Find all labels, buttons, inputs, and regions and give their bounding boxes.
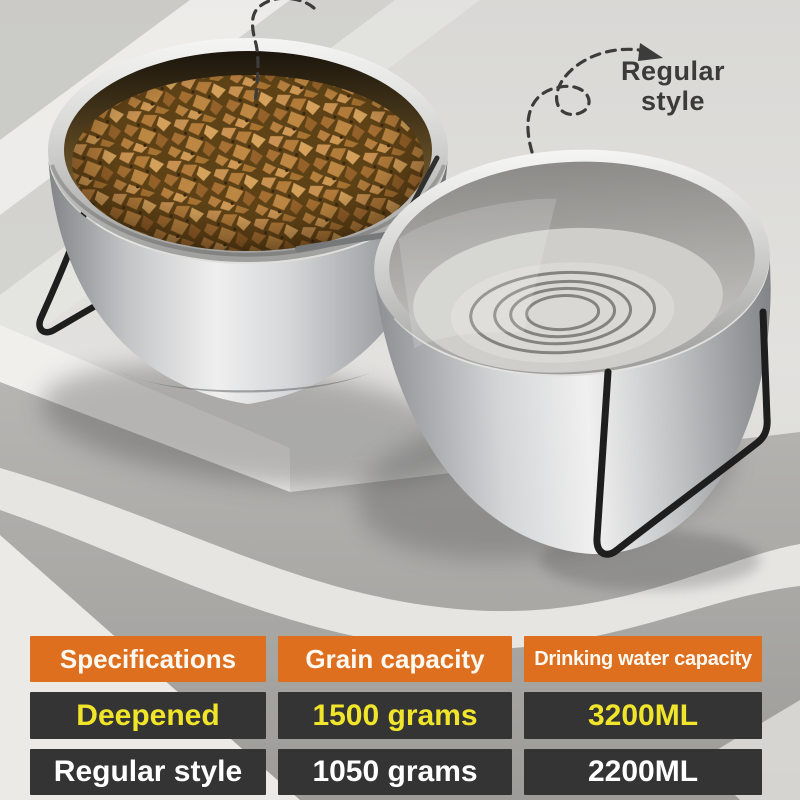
cell-deepened-spec: Deepened (30, 692, 266, 739)
dashed-decorations (250, 0, 647, 154)
annotation-line: Regular (620, 56, 726, 86)
deepened-bowl (48, 38, 448, 404)
annotation-line: style (640, 85, 706, 116)
cell-deepened-grain: 1500 grams (278, 692, 512, 739)
cell-deepened-water: 3200ML (524, 692, 762, 739)
header-water-capacity: Drinking water capacity (524, 636, 762, 682)
dashed-arrow-curve (526, 47, 647, 154)
bowl-body (48, 152, 448, 404)
bottom-grooves (469, 270, 657, 355)
arrowhead-icon (638, 43, 663, 61)
regular-bowl-stand (593, 308, 771, 558)
annotation-regular-style: Regular style (603, 56, 743, 116)
deepened-bowl-stand (36, 204, 132, 336)
regular-bowl (374, 149, 771, 554)
cell-regular-spec: Regular style (30, 749, 266, 795)
cell-regular-water: 2200ML (524, 749, 762, 795)
header-specifications: Specifications (30, 636, 266, 682)
bowl-body (374, 251, 771, 554)
spec-table: Specifications Grain capacity Drinking w… (30, 636, 762, 795)
header-grain-capacity: Grain capacity (278, 636, 512, 682)
cell-regular-grain: 1050 grams (278, 749, 512, 795)
